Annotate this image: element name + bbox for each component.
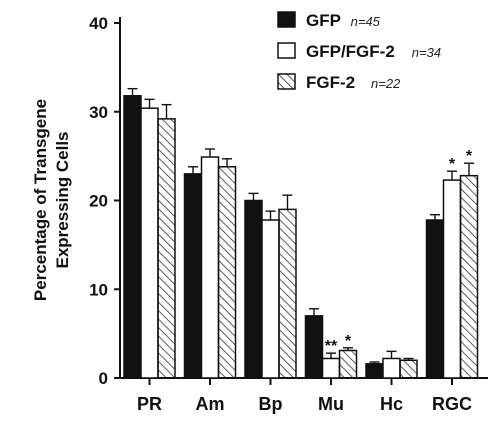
y-axis-label-line: Percentage of Transgene: [31, 99, 50, 301]
legend-label: FGF-2: [306, 73, 355, 92]
bar-group: [459, 162, 479, 379]
bar: [123, 95, 142, 379]
x-tick-label: PR: [137, 394, 162, 414]
bar-group: [382, 350, 401, 379]
axes: 0 10 20 30 40 Percentage of Transgene Expressi…: [31, 14, 488, 414]
legend-label: GFP: [306, 11, 341, 30]
significance-marker: *: [345, 333, 352, 350]
y-tick-label: 0: [99, 369, 108, 388]
bar: [382, 357, 401, 379]
bar: [200, 156, 220, 379]
bar-group: [365, 361, 384, 379]
bars: ** ** *: [123, 87, 479, 379]
x-tick-label: Am: [195, 394, 224, 414]
bar: [399, 359, 418, 379]
bar: [261, 219, 280, 379]
bar-group: [123, 87, 142, 379]
bar-group: [261, 210, 280, 379]
legend: GFP n=45 GFP/FGF-2 n=34 FGF-2 n=22: [277, 11, 441, 92]
x-tick-label: Bp: [259, 394, 283, 414]
bar: [321, 357, 341, 379]
bar-group: [200, 148, 220, 379]
bar: [425, 219, 445, 379]
x-tick-label: RGC: [432, 394, 472, 414]
legend-item: FGF-2 n=22: [277, 73, 401, 92]
bar: [442, 179, 462, 379]
bar: [304, 315, 324, 379]
bar-group: [157, 103, 176, 379]
bar-group: [140, 98, 159, 379]
legend-n: n=34: [412, 45, 441, 60]
bar-group: [321, 352, 341, 379]
bar-group: [244, 192, 263, 379]
legend-item: GFP/FGF-2 n=34: [277, 42, 441, 61]
bar-group: [338, 347, 358, 379]
bar-group: [183, 166, 203, 379]
y-tick-label: 40: [89, 14, 108, 33]
legend-label: GFP/FGF-2: [306, 42, 395, 61]
bar-group: [278, 194, 297, 379]
legend-swatch: [277, 11, 296, 28]
legend-swatch: [277, 73, 296, 90]
bar: [157, 118, 176, 379]
y-axis-label: Percentage of Transgene Expressing Cells: [31, 99, 72, 301]
legend-item: GFP n=45: [277, 11, 381, 30]
bar: [278, 208, 297, 379]
bar-group: [442, 170, 462, 379]
bar: [365, 363, 384, 379]
significance-marker: *: [466, 148, 473, 165]
x-tick-label: Mu: [318, 394, 344, 414]
bar: [183, 173, 203, 379]
bar-group: [304, 308, 324, 379]
bar: [217, 166, 237, 379]
bar: [140, 107, 159, 379]
bar: [338, 349, 358, 379]
y-tick-label: 30: [89, 103, 108, 122]
significance-marker: *: [449, 156, 456, 173]
x-tick-label: Hc: [380, 394, 403, 414]
bar-group: [399, 357, 418, 379]
bar-group: [425, 213, 445, 379]
y-tick-label: 10: [89, 280, 108, 299]
y-axis-label-line: Expressing Cells: [53, 131, 72, 268]
bar-group: [217, 158, 237, 379]
bar: [244, 199, 263, 379]
y-tick-label: 20: [89, 192, 108, 211]
bar: [459, 174, 479, 379]
legend-n: n=45: [351, 14, 381, 29]
significance-marker: **: [325, 338, 338, 355]
legend-swatch: [277, 42, 296, 59]
legend-n: n=22: [371, 76, 401, 91]
